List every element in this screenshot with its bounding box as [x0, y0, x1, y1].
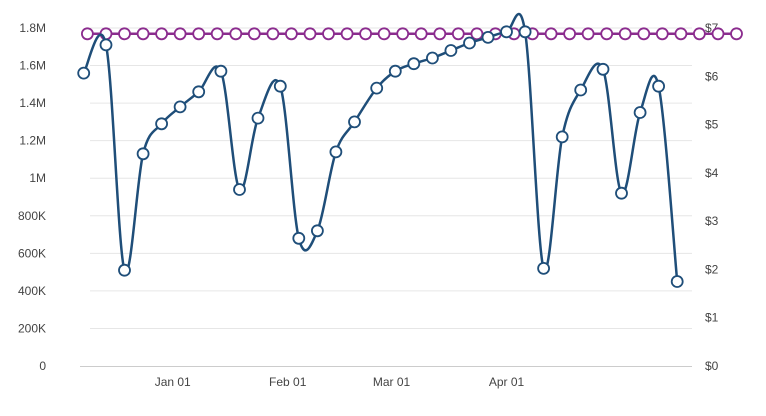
data-point: [77, 66, 91, 80]
data-point: [359, 27, 373, 41]
x-tick-label: Apr 01: [489, 375, 525, 389]
data-point: [377, 27, 391, 41]
data-point: [563, 27, 576, 41]
data-point: [229, 27, 243, 41]
data-point: [537, 261, 550, 275]
data-point: [273, 79, 287, 93]
y-right-tick-label: $1: [705, 311, 719, 325]
data-point: [310, 224, 324, 238]
data-point: [693, 27, 706, 41]
series-line: [82, 12, 679, 282]
data-point: [340, 27, 354, 41]
y-right-tick-label: $2: [705, 262, 719, 276]
data-point: [581, 27, 595, 41]
y-left-tick-label: 400K: [18, 284, 46, 298]
y-left-tick-label: 1.8M: [19, 21, 46, 35]
data-point: [266, 27, 280, 41]
data-point: [414, 27, 428, 41]
data-point: [652, 79, 665, 93]
series-2: [77, 12, 684, 288]
data-point: [136, 147, 150, 161]
data-point: [518, 25, 532, 39]
y-left-tick-label: 1.4M: [19, 96, 46, 110]
data-point: [155, 27, 169, 41]
data-point: [637, 27, 651, 41]
data-point: [251, 111, 265, 125]
grid-lines: [90, 27, 692, 329]
x-tick-label: Mar 01: [373, 375, 411, 389]
data-point: [633, 106, 647, 119]
data-point: [444, 44, 458, 57]
data-point: [730, 27, 743, 41]
y-axis-right: $0$1$2$3$4$5$6$7: [705, 21, 719, 373]
data-point: [329, 145, 343, 159]
data-point: [470, 27, 484, 41]
y-left-tick-label: 0: [39, 359, 46, 373]
data-point: [155, 117, 169, 131]
data-point: [407, 57, 421, 71]
data-point: [192, 27, 206, 41]
data-point: [600, 27, 614, 41]
data-point: [214, 64, 228, 78]
data-point: [136, 27, 150, 41]
data-point: [118, 27, 131, 41]
data-point: [370, 81, 384, 95]
y-right-tick-label: $0: [705, 359, 719, 373]
y-left-tick-label: 1.2M: [19, 134, 46, 148]
data-point: [670, 275, 684, 288]
data-point: [574, 83, 588, 97]
data-point: [173, 27, 187, 41]
data-point: [481, 31, 495, 44]
x-tick-label: Jan 01: [155, 375, 191, 389]
series-layer: [77, 12, 743, 288]
y-axis-left: 0 200K 400K 600K 800K 1M 1.2M 1.4M 1.6M 1.8M: [18, 21, 46, 373]
data-point: [618, 27, 632, 41]
y-left-tick-label: 800K: [18, 209, 46, 223]
x-axis: Jan 01 Feb 01 Mar 01 Apr 01: [80, 366, 692, 389]
data-point: [81, 27, 94, 41]
data-point: [173, 100, 187, 114]
data-point: [711, 27, 725, 41]
y-left-tick-label: 1.6M: [19, 59, 46, 73]
data-point: [303, 27, 317, 41]
data-point: [210, 27, 224, 41]
data-point: [451, 27, 465, 41]
y-left-tick-label: 200K: [18, 321, 46, 335]
data-point: [596, 62, 610, 76]
data-point: [192, 85, 206, 99]
y-left-tick-label: 600K: [18, 246, 46, 260]
data-point: [544, 27, 558, 41]
data-point: [118, 263, 131, 277]
data-point: [322, 27, 335, 41]
data-point: [433, 27, 447, 41]
data-point: [655, 27, 669, 41]
data-point: [388, 64, 402, 78]
series-1: [81, 27, 743, 41]
y-right-tick-label: $5: [705, 118, 719, 132]
data-point: [463, 36, 476, 50]
data-point: [348, 115, 361, 129]
x-tick-label: Feb 01: [269, 375, 307, 389]
data-point: [284, 27, 298, 41]
data-point: [396, 27, 410, 41]
data-point: [615, 186, 628, 200]
y-left-tick-label: 1M: [29, 171, 46, 185]
y-right-tick-label: $4: [705, 166, 719, 180]
data-point: [425, 51, 439, 65]
data-point: [247, 27, 261, 41]
data-point: [292, 231, 306, 245]
data-point: [674, 27, 688, 41]
y-right-tick-label: $3: [705, 214, 719, 228]
data-point: [500, 25, 513, 39]
data-point: [99, 38, 113, 52]
data-point: [233, 183, 246, 196]
y-right-tick-label: $6: [705, 69, 719, 83]
data-point: [555, 130, 569, 144]
